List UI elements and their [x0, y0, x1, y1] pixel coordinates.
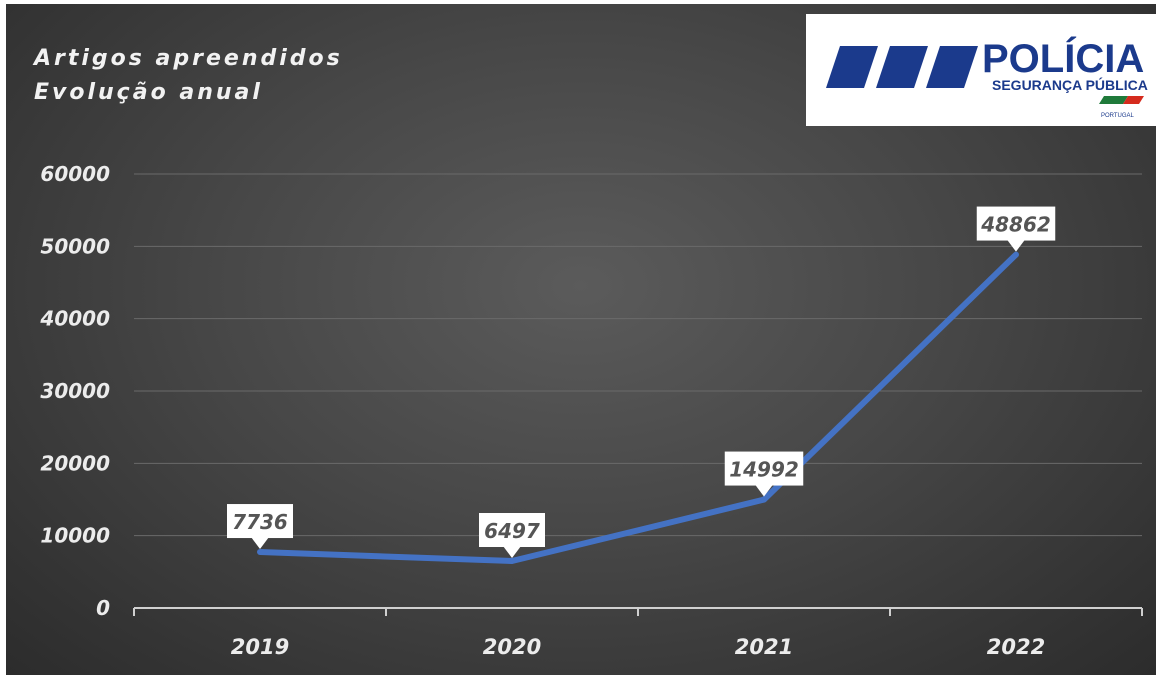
- logo-stripe-1: [826, 46, 878, 88]
- flag-red-stripe: [1123, 96, 1144, 104]
- data-label-text: 6497: [484, 519, 540, 543]
- data-label-box: [479, 513, 545, 548]
- chart-title: Artigos apreendidos: [34, 46, 343, 71]
- line-chart: 0 10000 20000 30000 40000 50000 60000 2019 2020…: [39, 162, 1143, 659]
- data-label-pointer: [1007, 239, 1025, 252]
- chart-frame: Artigos apreendidos Evolução anual 0 1000…: [6, 4, 1156, 675]
- x-axis-ticks: 2019 2020 2021 2022: [231, 635, 1045, 659]
- chart-title-block: Artigos apreendidos Evolução anual: [34, 42, 343, 110]
- y-tick-label: 50000: [40, 234, 110, 258]
- series-line: [257, 251, 1019, 564]
- logo-subtitle: SEGURANÇA PÚBLICA: [992, 76, 1148, 93]
- data-label: 48862: [976, 206, 1056, 252]
- y-tick-label: 10000: [40, 524, 110, 548]
- data-label-text: 48862: [980, 213, 1051, 237]
- data-label-box: [724, 451, 804, 486]
- logo-name: POLÍCIA: [982, 36, 1144, 81]
- chart-subtitle: Evolução anual: [34, 80, 263, 105]
- x-tick-label: 2022: [987, 635, 1045, 659]
- y-tick-label: 30000: [40, 379, 110, 403]
- data-label-pointer: [251, 537, 269, 550]
- data-label: 6497: [479, 513, 545, 559]
- x-tick-label: 2021: [735, 635, 793, 659]
- y-tick-label: 0: [96, 596, 110, 620]
- data-label-text: 14992: [729, 458, 799, 482]
- y-tick-label: 20000: [40, 451, 110, 475]
- data-labels: 7736 6497 14992 48862: [227, 206, 1056, 559]
- psp-logo-mark: POLÍCIA SEGURANÇA PÚBLICA PORTUGAL: [826, 36, 1148, 119]
- data-label-box: [976, 206, 1056, 241]
- gridlines: [134, 173, 1142, 537]
- data-label: 14992: [724, 451, 804, 497]
- logo-stripe-3: [926, 46, 978, 88]
- y-axis-ticks: 0 10000 20000 30000 40000 50000 60000: [39, 162, 110, 620]
- data-label-text: 7736: [232, 510, 288, 534]
- data-label: 7736: [227, 504, 293, 550]
- psp-logo: POLÍCIA SEGURANÇA PÚBLICA PORTUGAL: [806, 14, 1156, 126]
- x-tick-label: 2020: [483, 635, 541, 659]
- data-label-pointer: [503, 546, 521, 559]
- x-axis: [133, 607, 1143, 616]
- logo-country: PORTUGAL: [1101, 113, 1135, 119]
- x-tick-label: 2019: [231, 635, 289, 659]
- logo-stripe-2: [876, 46, 928, 88]
- flag-green-stripe: [1099, 96, 1128, 104]
- data-label-box: [227, 504, 293, 539]
- data-label-pointer: [755, 484, 773, 497]
- y-tick-label: 60000: [40, 162, 110, 186]
- y-tick-label: 40000: [39, 307, 110, 331]
